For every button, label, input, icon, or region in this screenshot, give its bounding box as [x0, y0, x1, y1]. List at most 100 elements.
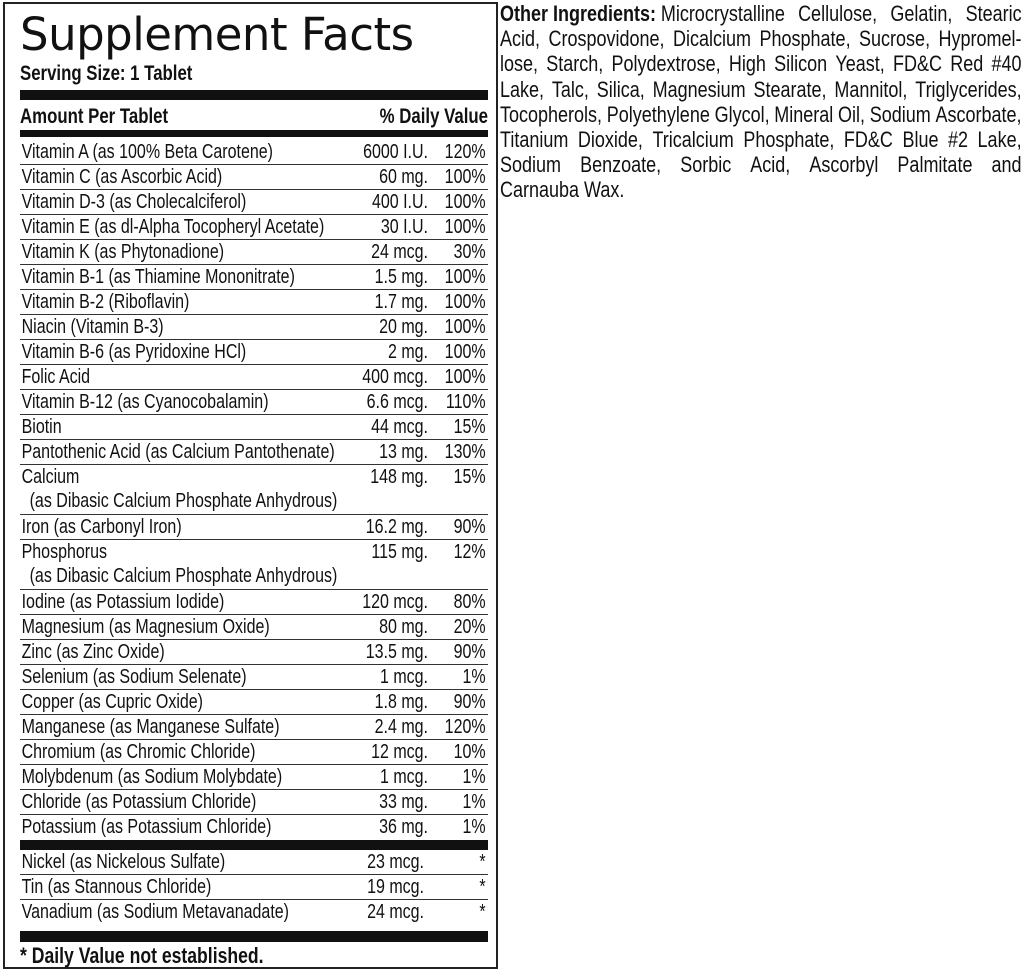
table-row: Vitamin B-6 (as Pyridoxine HCl) 2 mg. 100%: [20, 340, 488, 365]
nutrient-name: Chromium (as Chromic Chloride): [21, 741, 256, 763]
table-row: Phosphorus (as Dibasic Calcium Phosphate …: [20, 540, 488, 590]
nutrient-amount: 80 mg.: [379, 616, 428, 638]
nutrient-name: Nickel (as Nickelous Sulfate): [21, 851, 226, 873]
nutrient-amount: 36 mg.: [379, 816, 428, 838]
ingredient-word: FD&C: [843, 126, 893, 152]
table-row: Iron (as Carbonyl Iron) 16.2 mg. 90%: [20, 515, 488, 540]
nutrient-name: Iodine (as Potassium Iodide): [21, 591, 225, 613]
ingredients-line: Sodium Benzoate, Sorbic Acid, Ascorbyl Palmit…: [500, 152, 1022, 177]
nutrient-name: Vitamin B-6 (as Pyridoxine HCl): [21, 341, 247, 363]
ingredient-word: Red: [950, 51, 984, 77]
nutrient-amount: 1.5 mg.: [374, 266, 428, 288]
nutrient-daily-value: 15%: [453, 466, 486, 488]
nutrient-name: Vitamin E (as dl-Alpha Tocopheryl Acetat…: [21, 216, 325, 238]
ingredient-word: Silicon: [774, 51, 828, 77]
nutrient-name: Potassium (as Potassium Chloride): [21, 816, 272, 838]
ingredient-word: Microcrystalline: [660, 1, 785, 26]
nutrient-amount: 12 mcg.: [371, 741, 428, 763]
ingredient-word: Dicalcium: [673, 26, 752, 52]
ingredient-word: Tricalcium: [652, 126, 734, 152]
table-row: Vitamin B-1 (as Thiamine Mononitrate) 1.5…: [20, 265, 488, 290]
ingredient-word: Benzoate,: [580, 152, 662, 178]
ingredient-word: Mannitol,: [834, 76, 908, 102]
ingredient-word: Oil,: [838, 101, 866, 127]
ingredient-word: Talc,: [551, 76, 589, 102]
nutrient-name: Vitamin B-12 (as Cyanocobalamin): [21, 391, 269, 413]
footnote: * Daily Value not established.: [20, 943, 264, 968]
table-row: Potassium (as Potassium Chloride) 36 mg. 1…: [20, 815, 488, 840]
ingredients-text: Lake, Talc, Silica, Magnesium Stearate, Manni…: [500, 77, 1022, 102]
ingredients-text: Acid, Crospovidone, Dicalcium Phosphate, Suc…: [500, 26, 1022, 51]
nutrient-amount: 148 mg.: [370, 466, 428, 488]
nutrient-daily-value: 1%: [462, 791, 486, 813]
nutrient-source: (as Dibasic Calcium Phosphate Anhydrous): [29, 490, 338, 512]
ingredient-word: Mineral: [774, 101, 834, 127]
nutrient-daily-value: 1%: [462, 666, 486, 688]
nutrient-daily-value: *: [479, 901, 486, 923]
ingredients-label: Other Ingredients:: [500, 1, 657, 26]
nutrient-daily-value: 100%: [444, 341, 486, 363]
nutrient-daily-value: 110%: [445, 391, 486, 413]
nutrient-daily-value: 90%: [453, 691, 486, 713]
table-row: Nickel (as Nickelous Sulfate) 23 mcg. *: [20, 850, 488, 875]
table-row: Vitamin B-12 (as Cyanocobalamin) 6.6 mcg.…: [20, 390, 488, 415]
ingredient-word: Cellulose,: [798, 1, 878, 26]
ingredient-word: Hypromel-: [938, 26, 1022, 52]
ingredients-text: Carnauba Wax.: [500, 177, 625, 203]
nutrient-amount: 13.5 mg.: [365, 641, 428, 663]
nutrient-daily-value: 100%: [444, 291, 486, 313]
ingredient-word: Stearic: [965, 1, 1022, 26]
nutrient-name: Niacin (Vitamin B-3): [21, 316, 164, 338]
table-row: Molybdenum (as Sodium Molybdate) 1 mcg. 1%: [20, 765, 488, 790]
nutrient-name: Chloride (as Potassium Chloride): [21, 791, 257, 813]
nutrient-amount: 1.7 mg.: [374, 291, 428, 313]
nutrient-daily-value: 130%: [444, 441, 486, 463]
ingredients-line: Carnauba Wax.: [500, 177, 1022, 202]
nutrient-amount: 24 mcg.: [371, 241, 428, 263]
nutrient-name: Selenium (as Sodium Selenate): [21, 666, 247, 688]
ingredient-word: Crospovidone,: [548, 26, 665, 52]
nutrient-daily-value: 100%: [444, 366, 486, 388]
nutrient-daily-value: 12%: [453, 541, 486, 563]
nutrient-name: Copper (as Cupric Oxide): [21, 691, 203, 713]
nutrient-name: Vanadium (as Sodium Metavanadate): [21, 901, 290, 923]
ingredient-word: Starch,: [546, 51, 604, 77]
nutrient-daily-value: 100%: [444, 191, 486, 213]
nutrient-daily-value: *: [479, 876, 486, 898]
nutrient-amount: 120 mcg.: [362, 591, 428, 613]
other-ingredients: Other Ingredients: Microcrystalline Cellul…: [500, 1, 1022, 203]
nutrient-amount: 60 mg.: [379, 166, 428, 188]
nutrient-name: Tin (as Stannous Chloride): [21, 876, 212, 898]
ingredients-text: lose, Starch, Polydextrose, High Silicon Yeas…: [500, 51, 1022, 76]
nutrient-name: Iron (as Carbonyl Iron): [21, 516, 182, 538]
table-row: Selenium (as Sodium Selenate) 1 mcg. 1%: [20, 665, 488, 690]
nutrient-daily-value: 10%: [453, 741, 486, 763]
ingredient-word: Sucrose,: [859, 26, 931, 52]
table-row: Magnesium (as Magnesium Oxide) 80 mg. 20%: [20, 615, 488, 640]
nutrient-amount: 44 mcg.: [371, 416, 428, 438]
table-row: Vanadium (as Sodium Metavanadate) 24 mcg.…: [20, 900, 488, 925]
ingredient-word: Dioxide,: [577, 126, 643, 152]
divider-thick: [20, 931, 488, 942]
nutrient-amount: 1.8 mg.: [374, 691, 428, 713]
table-header: Amount Per Tablet % Daily Value: [20, 105, 488, 129]
table-row: Chromium (as Chromic Chloride) 12 mcg. 10%: [20, 740, 488, 765]
table-row: Vitamin D-3 (as Cholecalciferol) 400 I.U.…: [20, 190, 488, 215]
nutrient-name: Vitamin B-1 (as Thiamine Mononitrate): [21, 266, 295, 288]
ingredients-line: Other Ingredients: Microcrystalline Cellul…: [500, 1, 1022, 26]
ingredient-word: Gelatin,: [890, 1, 953, 26]
nutrient-name: Vitamin K (as Phytonadione): [21, 241, 225, 263]
table-row: Tin (as Stannous Chloride) 19 mcg. *: [20, 875, 488, 900]
ingredient-word: Stearate,: [753, 76, 827, 102]
no-dv-nutrient-table: Nickel (as Nickelous Sulfate) 23 mcg. * Tin…: [20, 850, 488, 925]
ingredient-word: #40: [991, 51, 1022, 77]
table-row: Calcium (as Dibasic Calcium Phosphate Anh…: [20, 465, 488, 515]
ingredient-word: #2: [948, 126, 969, 152]
ingredients-line: Lake, Talc, Silica, Magnesium Stearate, Manni…: [500, 77, 1022, 102]
ingredient-word: Magnesium: [652, 76, 746, 102]
nutrient-name: Folic Acid: [21, 366, 91, 388]
ingredient-word: Blue: [902, 126, 939, 152]
nutrient-amount: 400 mcg.: [362, 366, 428, 388]
ingredient-word: Sodium: [869, 101, 931, 127]
ingredients-line: Titanium Dioxide, Tricalcium Phosphate, FD&C…: [500, 127, 1022, 152]
